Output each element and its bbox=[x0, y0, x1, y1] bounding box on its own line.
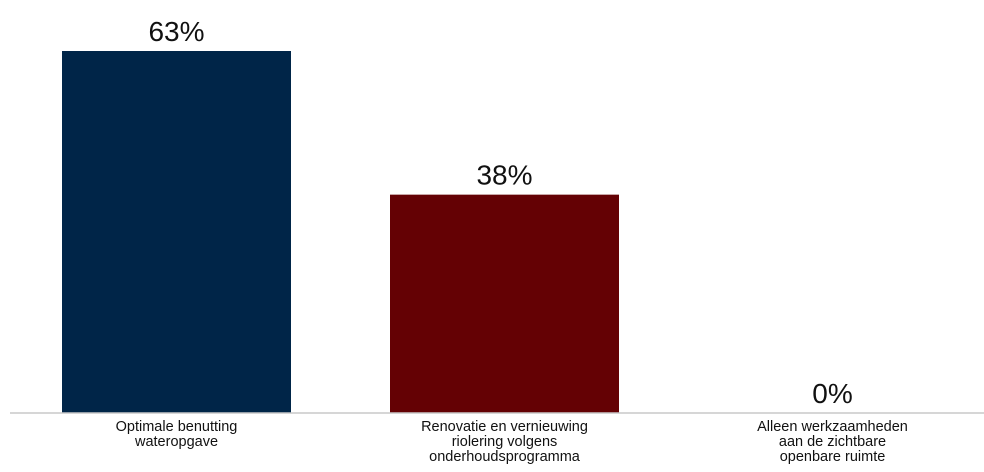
bars-group bbox=[62, 51, 619, 413]
bar-1 bbox=[62, 51, 291, 413]
category-label-2: Renovatie en vernieuwing riolering volgen… bbox=[421, 419, 588, 465]
category-label-line: aan de zichtbare bbox=[779, 434, 886, 450]
value-label-3: 0% bbox=[812, 378, 852, 409]
category-labels-group: Optimale benutting wateropgave Renovatie e… bbox=[116, 419, 908, 465]
value-label-2: 38% bbox=[476, 160, 532, 191]
category-label-3: Alleen werkzaamheden aan de zichtbare open… bbox=[757, 419, 908, 465]
category-label-line: riolering volgens bbox=[452, 434, 558, 450]
category-label-1: Optimale benutting wateropgave bbox=[116, 419, 238, 450]
category-label-line: onderhoudsprogramma bbox=[429, 449, 581, 465]
bar-2 bbox=[390, 194, 619, 413]
category-label-line: Renovatie en vernieuwing bbox=[421, 419, 588, 435]
value-labels-group: 63% 38% 0% bbox=[148, 16, 852, 409]
category-label-line: Optimale benutting bbox=[116, 419, 238, 435]
value-label-1: 63% bbox=[148, 16, 204, 47]
category-label-line: Alleen werkzaamheden bbox=[757, 419, 908, 435]
category-label-line: openbare ruimte bbox=[780, 449, 886, 465]
category-label-line: wateropgave bbox=[134, 434, 218, 450]
